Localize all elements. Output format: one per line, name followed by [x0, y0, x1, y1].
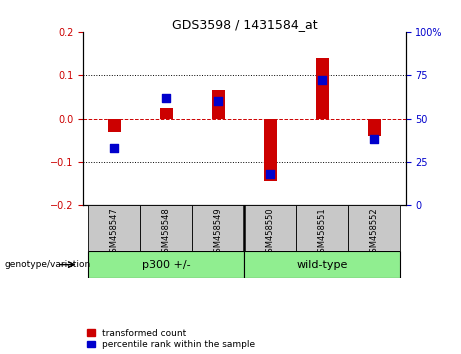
- Text: GSM458551: GSM458551: [318, 207, 327, 258]
- Text: GSM458552: GSM458552: [370, 207, 379, 258]
- Bar: [108, 119, 121, 132]
- Text: GSM458549: GSM458549: [214, 207, 223, 258]
- Text: genotype/variation: genotype/variation: [5, 260, 91, 269]
- FancyBboxPatch shape: [88, 251, 244, 278]
- Bar: [264, 119, 277, 182]
- FancyBboxPatch shape: [244, 205, 296, 251]
- Point: [266, 171, 274, 177]
- Bar: [316, 58, 329, 119]
- Point: [371, 137, 378, 142]
- FancyBboxPatch shape: [244, 251, 401, 278]
- Point: [319, 78, 326, 83]
- Text: p300 +/-: p300 +/-: [142, 259, 190, 270]
- FancyBboxPatch shape: [88, 205, 140, 251]
- Bar: [160, 108, 173, 119]
- Text: GSM458550: GSM458550: [266, 207, 275, 258]
- Bar: [368, 119, 381, 136]
- Text: GSM458548: GSM458548: [162, 207, 171, 258]
- Point: [163, 95, 170, 101]
- FancyBboxPatch shape: [192, 205, 244, 251]
- Point: [215, 98, 222, 104]
- Text: wild-type: wild-type: [297, 259, 348, 270]
- FancyBboxPatch shape: [296, 205, 349, 251]
- Title: GDS3598 / 1431584_at: GDS3598 / 1431584_at: [171, 18, 317, 31]
- FancyBboxPatch shape: [140, 205, 192, 251]
- FancyBboxPatch shape: [349, 205, 401, 251]
- Bar: [212, 90, 225, 119]
- Legend: transformed count, percentile rank within the sample: transformed count, percentile rank withi…: [88, 329, 255, 349]
- Point: [111, 145, 118, 151]
- Text: GSM458547: GSM458547: [110, 207, 119, 258]
